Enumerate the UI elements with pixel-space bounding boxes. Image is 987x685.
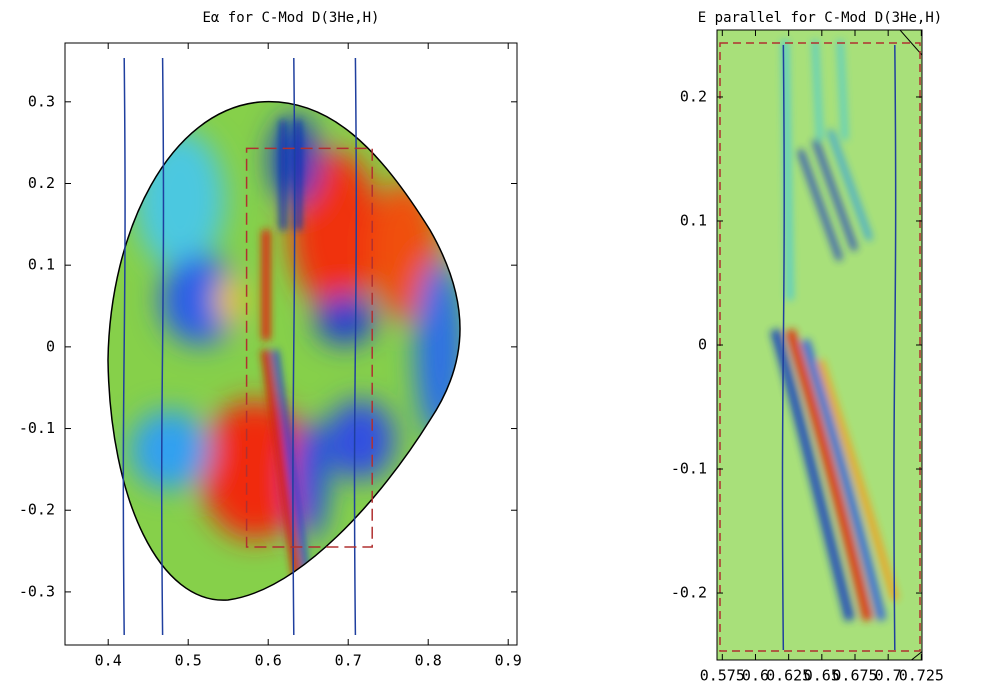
chart-title: Eα for C-Mod D(3He,H)	[202, 10, 379, 26]
field-map	[108, 101, 460, 601]
y-tick-label: -0.1	[671, 460, 707, 478]
x-tick-label: 0.65	[804, 667, 840, 685]
plasma-boundary	[107, 100, 461, 601]
y-tick-label: 0	[46, 337, 55, 355]
resonance-line	[893, 44, 897, 651]
y-tick-label: 0.1	[28, 256, 55, 274]
resonance-line	[781, 44, 785, 651]
x-tick-label: 0.575	[700, 667, 745, 685]
resonance-line	[292, 57, 296, 636]
x-tick-label: 0.8	[415, 652, 442, 670]
y-tick-label: -0.2	[671, 584, 707, 602]
y-tick-label: -0.1	[19, 419, 55, 437]
y-tick-label: -0.3	[19, 582, 55, 600]
x-tick-label: 0.4	[95, 652, 122, 670]
y-tick-label: 0.3	[28, 92, 55, 110]
x-tick-label: 0.6	[742, 667, 769, 685]
x-tick-label: 0.7	[335, 652, 362, 670]
x-tick-label: 0.675	[832, 667, 877, 685]
y-tick-label: 0.2	[28, 174, 55, 192]
chart-title: E parallel for C-Mod D(3He,H)	[698, 10, 942, 26]
plot-frame	[64, 42, 518, 646]
x-tick-label: 0.6	[255, 652, 282, 670]
x-tick-label: 0.5	[175, 652, 202, 670]
x-tick-label: 0.7	[875, 667, 902, 685]
resonance-line	[160, 57, 165, 636]
region-box	[245, 147, 373, 548]
y-tick-label: 0.2	[680, 87, 707, 105]
y-tick-label: 0.1	[680, 211, 707, 229]
x-tick-label: 0.625	[766, 667, 811, 685]
x-tick-label: 0.725	[899, 667, 944, 685]
resonance-line	[122, 57, 126, 636]
resonance-line	[353, 57, 358, 636]
field-map	[717, 30, 922, 660]
y-tick-label: -0.2	[19, 501, 55, 519]
x-tick-label: 0.9	[495, 652, 522, 670]
y-tick-label: 0	[698, 336, 707, 354]
